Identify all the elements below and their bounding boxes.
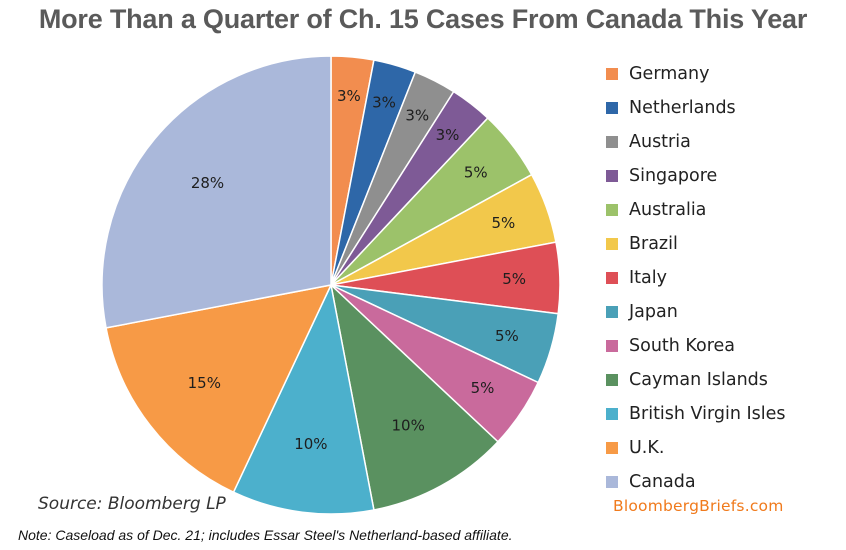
legend-swatch (606, 238, 618, 250)
pie-slice-british-virgin-isles (232, 282, 375, 515)
slice-label-canada: 28% (191, 174, 224, 192)
legend-item-australia: Australia (606, 193, 786, 227)
slice-label-australia: 5% (464, 164, 488, 182)
source-text: Source: Bloomberg LP (38, 494, 226, 514)
legend: Germany Netherlands Austria Singapore Austra… (606, 57, 786, 499)
pie-chart: 3% 3% 3% 3% 5% 5% 5% 5% 5% 10% 10% 15% 28% (101, 55, 561, 515)
legend-swatch (606, 204, 618, 216)
slice-label-cayman-islands: 10% (392, 417, 425, 435)
brand-text: BloombergBriefs.com (613, 497, 784, 515)
legend-swatch (606, 374, 618, 386)
legend-swatch (606, 340, 618, 352)
legend-label: Cayman Islands (629, 370, 768, 390)
pie-slice-cayman-islands (329, 282, 499, 511)
legend-swatch (606, 102, 618, 114)
legend-item-germany: Germany (606, 57, 786, 91)
legend-item-brazil: Brazil (606, 227, 786, 261)
legend-item-austria: Austria (606, 125, 786, 159)
legend-swatch (606, 408, 618, 420)
legend-item-u-k: U.K. (606, 431, 786, 465)
legend-item-south-korea: South Korea (606, 329, 786, 363)
legend-item-cayman-islands: Cayman Islands (606, 363, 786, 397)
legend-swatch (606, 442, 618, 454)
legend-item-british-virgin-isles: British Virgin Isles (606, 397, 786, 431)
slice-label-italy: 5% (502, 270, 526, 288)
legend-item-singapore: Singapore (606, 159, 786, 193)
slice-label-singapore: 3% (436, 126, 460, 144)
slice-label-japan: 5% (495, 327, 519, 345)
slice-label-austria: 3% (405, 107, 429, 125)
legend-label: British Virgin Isles (629, 404, 786, 424)
legend-item-italy: Italy (606, 261, 786, 295)
legend-label: Italy (629, 268, 667, 288)
legend-item-netherlands: Netherlands (606, 91, 786, 125)
legend-label: Japan (629, 302, 678, 322)
slice-label-brazil: 5% (492, 214, 516, 232)
pie-slice-canada (101, 55, 332, 329)
legend-swatch (606, 68, 618, 80)
legend-swatch (606, 476, 618, 488)
footnote: Note: Caseload as of Dec. 21; includes E… (18, 527, 513, 543)
legend-label: Australia (629, 200, 707, 220)
legend-label: U.K. (629, 438, 665, 458)
legend-label: Canada (629, 472, 696, 492)
legend-label: Brazil (629, 234, 678, 254)
legend-swatch (606, 136, 618, 148)
slice-label-british-virgin-isles: 10% (294, 435, 327, 453)
slice-label-south-korea: 5% (471, 379, 495, 397)
legend-swatch (606, 272, 618, 284)
slice-label-netherlands: 3% (372, 94, 396, 112)
legend-label: Netherlands (629, 98, 736, 118)
legend-item-japan: Japan (606, 295, 786, 329)
legend-label: South Korea (629, 336, 736, 356)
slice-label-u-k: 15% (188, 374, 221, 392)
legend-item-canada: Canada (606, 465, 786, 499)
pie-slice-u-k (105, 283, 333, 494)
legend-label: Austria (629, 132, 691, 152)
legend-label: Singapore (629, 166, 718, 186)
chart-title: More Than a Quarter of Ch. 15 Cases From… (38, 4, 808, 34)
legend-swatch (606, 306, 618, 318)
slice-label-germany: 3% (337, 87, 361, 105)
legend-label: Germany (629, 64, 710, 84)
legend-swatch (606, 170, 618, 182)
